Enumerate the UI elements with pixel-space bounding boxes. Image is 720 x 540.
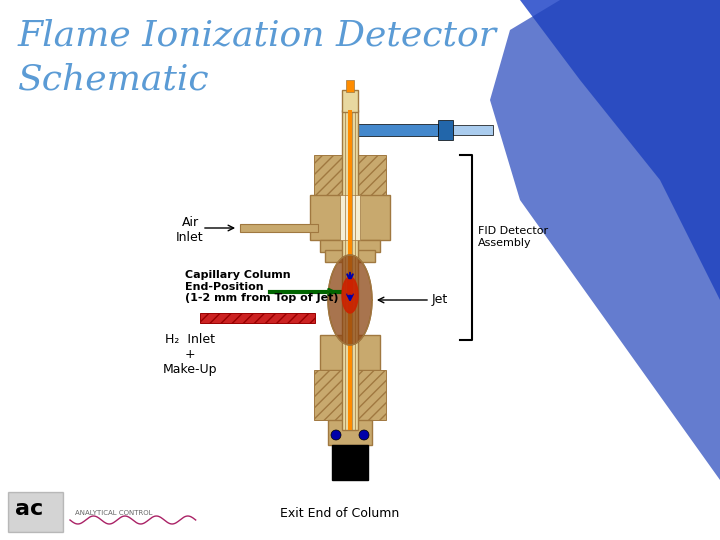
Bar xyxy=(200,313,315,323)
Text: Air
Inlet: Air Inlet xyxy=(176,216,204,244)
Text: FID Detector
Assembly: FID Detector Assembly xyxy=(478,226,548,248)
Bar xyxy=(348,110,352,430)
Text: Flame Ionization Detector: Flame Ionization Detector xyxy=(18,18,497,52)
Bar xyxy=(358,124,438,136)
Bar xyxy=(438,120,453,140)
Bar xyxy=(8,492,63,532)
Bar xyxy=(453,125,493,135)
Bar xyxy=(320,335,380,370)
Bar xyxy=(325,250,375,262)
Text: ac: ac xyxy=(15,499,43,519)
Bar xyxy=(346,80,354,92)
Text: H₂  Inlet
+
Make-Up: H₂ Inlet + Make-Up xyxy=(163,333,217,376)
Bar xyxy=(340,195,360,240)
Bar xyxy=(342,90,358,112)
Bar xyxy=(314,370,342,420)
Polygon shape xyxy=(520,0,720,540)
Bar xyxy=(314,155,342,215)
Polygon shape xyxy=(490,0,720,540)
Text: Jet: Jet xyxy=(432,294,449,307)
Polygon shape xyxy=(342,277,358,313)
Polygon shape xyxy=(328,255,372,345)
Bar xyxy=(358,155,386,215)
Bar xyxy=(328,420,372,445)
Circle shape xyxy=(331,430,341,440)
Bar xyxy=(320,240,380,252)
Text: Exit End of Column: Exit End of Column xyxy=(280,507,400,520)
Bar xyxy=(342,110,358,430)
Text: Capillary Column
End-Position
(1-2 mm from Top of Jet): Capillary Column End-Position (1-2 mm fr… xyxy=(185,270,338,303)
Bar xyxy=(240,224,318,232)
Text: Schematic: Schematic xyxy=(18,63,210,97)
Text: ANALYTICAL CONTROL: ANALYTICAL CONTROL xyxy=(75,510,153,516)
Bar xyxy=(332,445,368,480)
Circle shape xyxy=(359,430,369,440)
Bar xyxy=(358,370,386,420)
Bar xyxy=(310,195,390,240)
